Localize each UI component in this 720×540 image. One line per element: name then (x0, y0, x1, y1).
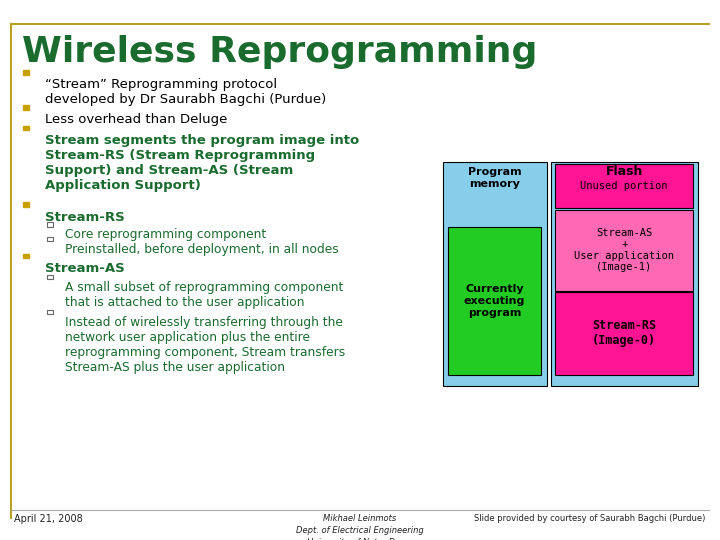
Text: April 21, 2008: April 21, 2008 (14, 514, 83, 524)
Text: Slide provided by courtesy of Saurabh Bagchi (Purdue): Slide provided by courtesy of Saurabh Ba… (474, 514, 706, 523)
Text: Stream-AS
+
User application
(Image-1): Stream-AS + User application (Image-1) (575, 228, 674, 272)
Bar (443, 162, 547, 386)
Text: Core reprogramming component: Core reprogramming component (65, 228, 266, 241)
Text: A small subset of reprogramming component
that is attached to the user applicati: A small subset of reprogramming componen… (65, 281, 343, 309)
Text: Stream-RS
(Image-0): Stream-RS (Image-0) (592, 320, 657, 347)
Bar (47, 222, 53, 227)
Bar (448, 227, 541, 375)
Bar (23, 202, 30, 207)
Text: Less overhead than Deluge: Less overhead than Deluge (45, 113, 227, 126)
Text: Stream-RS: Stream-RS (45, 211, 125, 224)
Bar (23, 125, 30, 130)
Text: Program
memory: Program memory (468, 167, 522, 189)
Bar (555, 210, 693, 291)
Text: Currently
executing
program: Currently executing program (464, 285, 526, 318)
Text: Preinstalled, before deployment, in all nodes: Preinstalled, before deployment, in all … (65, 243, 338, 256)
Text: Mikhael Leinmots
Dept. of Electrical Engineering
University of Notre Dame: Mikhael Leinmots Dept. of Electrical Eng… (296, 514, 424, 540)
Text: Unused portion: Unused portion (580, 181, 668, 191)
Bar (551, 162, 698, 386)
Text: Stream segments the program image into
Stream-RS (Stream Reprogramming
Support) : Stream segments the program image into S… (45, 134, 359, 192)
Bar (23, 70, 30, 75)
Text: “Stream” Reprogramming protocol
developed by Dr Saurabh Bagchi (Purdue): “Stream” Reprogramming protocol develope… (45, 78, 326, 106)
Text: Stream-AS: Stream-AS (45, 262, 125, 275)
Bar (47, 310, 53, 314)
Text: Instead of wirelessly transferring through the
network user application plus the: Instead of wirelessly transferring throu… (65, 316, 345, 374)
Bar (555, 164, 693, 208)
Bar (47, 237, 53, 241)
Bar (47, 275, 53, 279)
Text: Flash: Flash (606, 165, 643, 178)
Text: Wireless Reprogramming: Wireless Reprogramming (22, 35, 537, 69)
Bar (555, 292, 693, 375)
Bar (23, 105, 30, 110)
Bar (23, 253, 30, 258)
